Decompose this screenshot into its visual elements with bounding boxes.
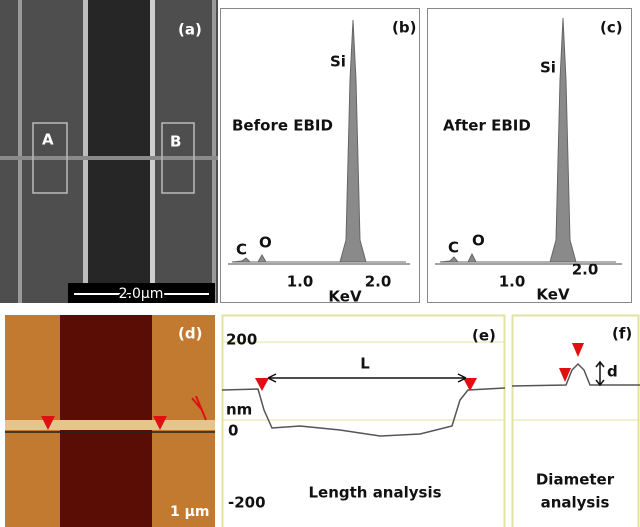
peak-label: O (472, 232, 485, 250)
panel-c: (c) Si After EBID C O 1.0 2.0 KeV (428, 9, 632, 304)
panel-a: A B (a) 2.0µm (0, 0, 218, 303)
edge (83, 0, 88, 303)
figure: A B (a) 2.0µm (b) Si Before EBID C O 1.0… (0, 0, 640, 527)
tick-label: -200 (228, 494, 266, 512)
caption: analysis (541, 494, 610, 512)
peak-label: C (236, 241, 247, 259)
condition: After EBID (443, 117, 531, 135)
tick-label: 1.0 (287, 273, 314, 291)
panel-e: L (e) 200 nm 0 -200 Length analysis (222, 316, 505, 527)
tick-label: 2.0 (572, 261, 599, 279)
panel-label: (d) (178, 325, 202, 343)
wire (5, 420, 215, 430)
peak-label: C (448, 239, 459, 257)
panel-label: (b) (392, 19, 416, 37)
length-label: L (360, 355, 370, 373)
caption: Diameter (536, 471, 615, 489)
edge (212, 0, 216, 303)
axis-label: KeV (536, 286, 570, 304)
panel-f: d (f) Diameter analysis (512, 316, 640, 527)
panel-label: (a) (178, 21, 202, 39)
caption: Length analysis (308, 484, 441, 502)
panel-b: (b) Si Before EBID C O 1.0 2.0 KeV (221, 9, 420, 306)
unit-label: nm (226, 401, 252, 419)
edge (18, 0, 22, 303)
tick-label: 0 (228, 422, 238, 440)
panel-label: (f) (612, 325, 632, 343)
region-label: A (42, 131, 54, 149)
tick-label: 2.0 (365, 273, 392, 291)
condition: Before EBID (232, 117, 333, 135)
tick-label: 1.0 (499, 273, 526, 291)
diameter-label: d (607, 363, 618, 381)
region-label: B (170, 133, 181, 151)
peak-label: O (259, 234, 272, 252)
tick-label: 200 (226, 331, 257, 349)
panel-d: (d) 1 µm (5, 315, 215, 527)
panel-label: (c) (600, 19, 623, 37)
panel-frame (428, 9, 632, 303)
peak-label: Si (330, 53, 346, 71)
dark-band (88, 0, 150, 303)
scale-text: 1 µm (170, 504, 210, 520)
edge (150, 0, 155, 303)
panel-label: (e) (472, 327, 496, 345)
panel-frame (221, 9, 420, 303)
peak-label: Si (540, 59, 556, 77)
axis-label: KeV (328, 288, 362, 306)
scale-text: 2.0µm (119, 286, 164, 302)
